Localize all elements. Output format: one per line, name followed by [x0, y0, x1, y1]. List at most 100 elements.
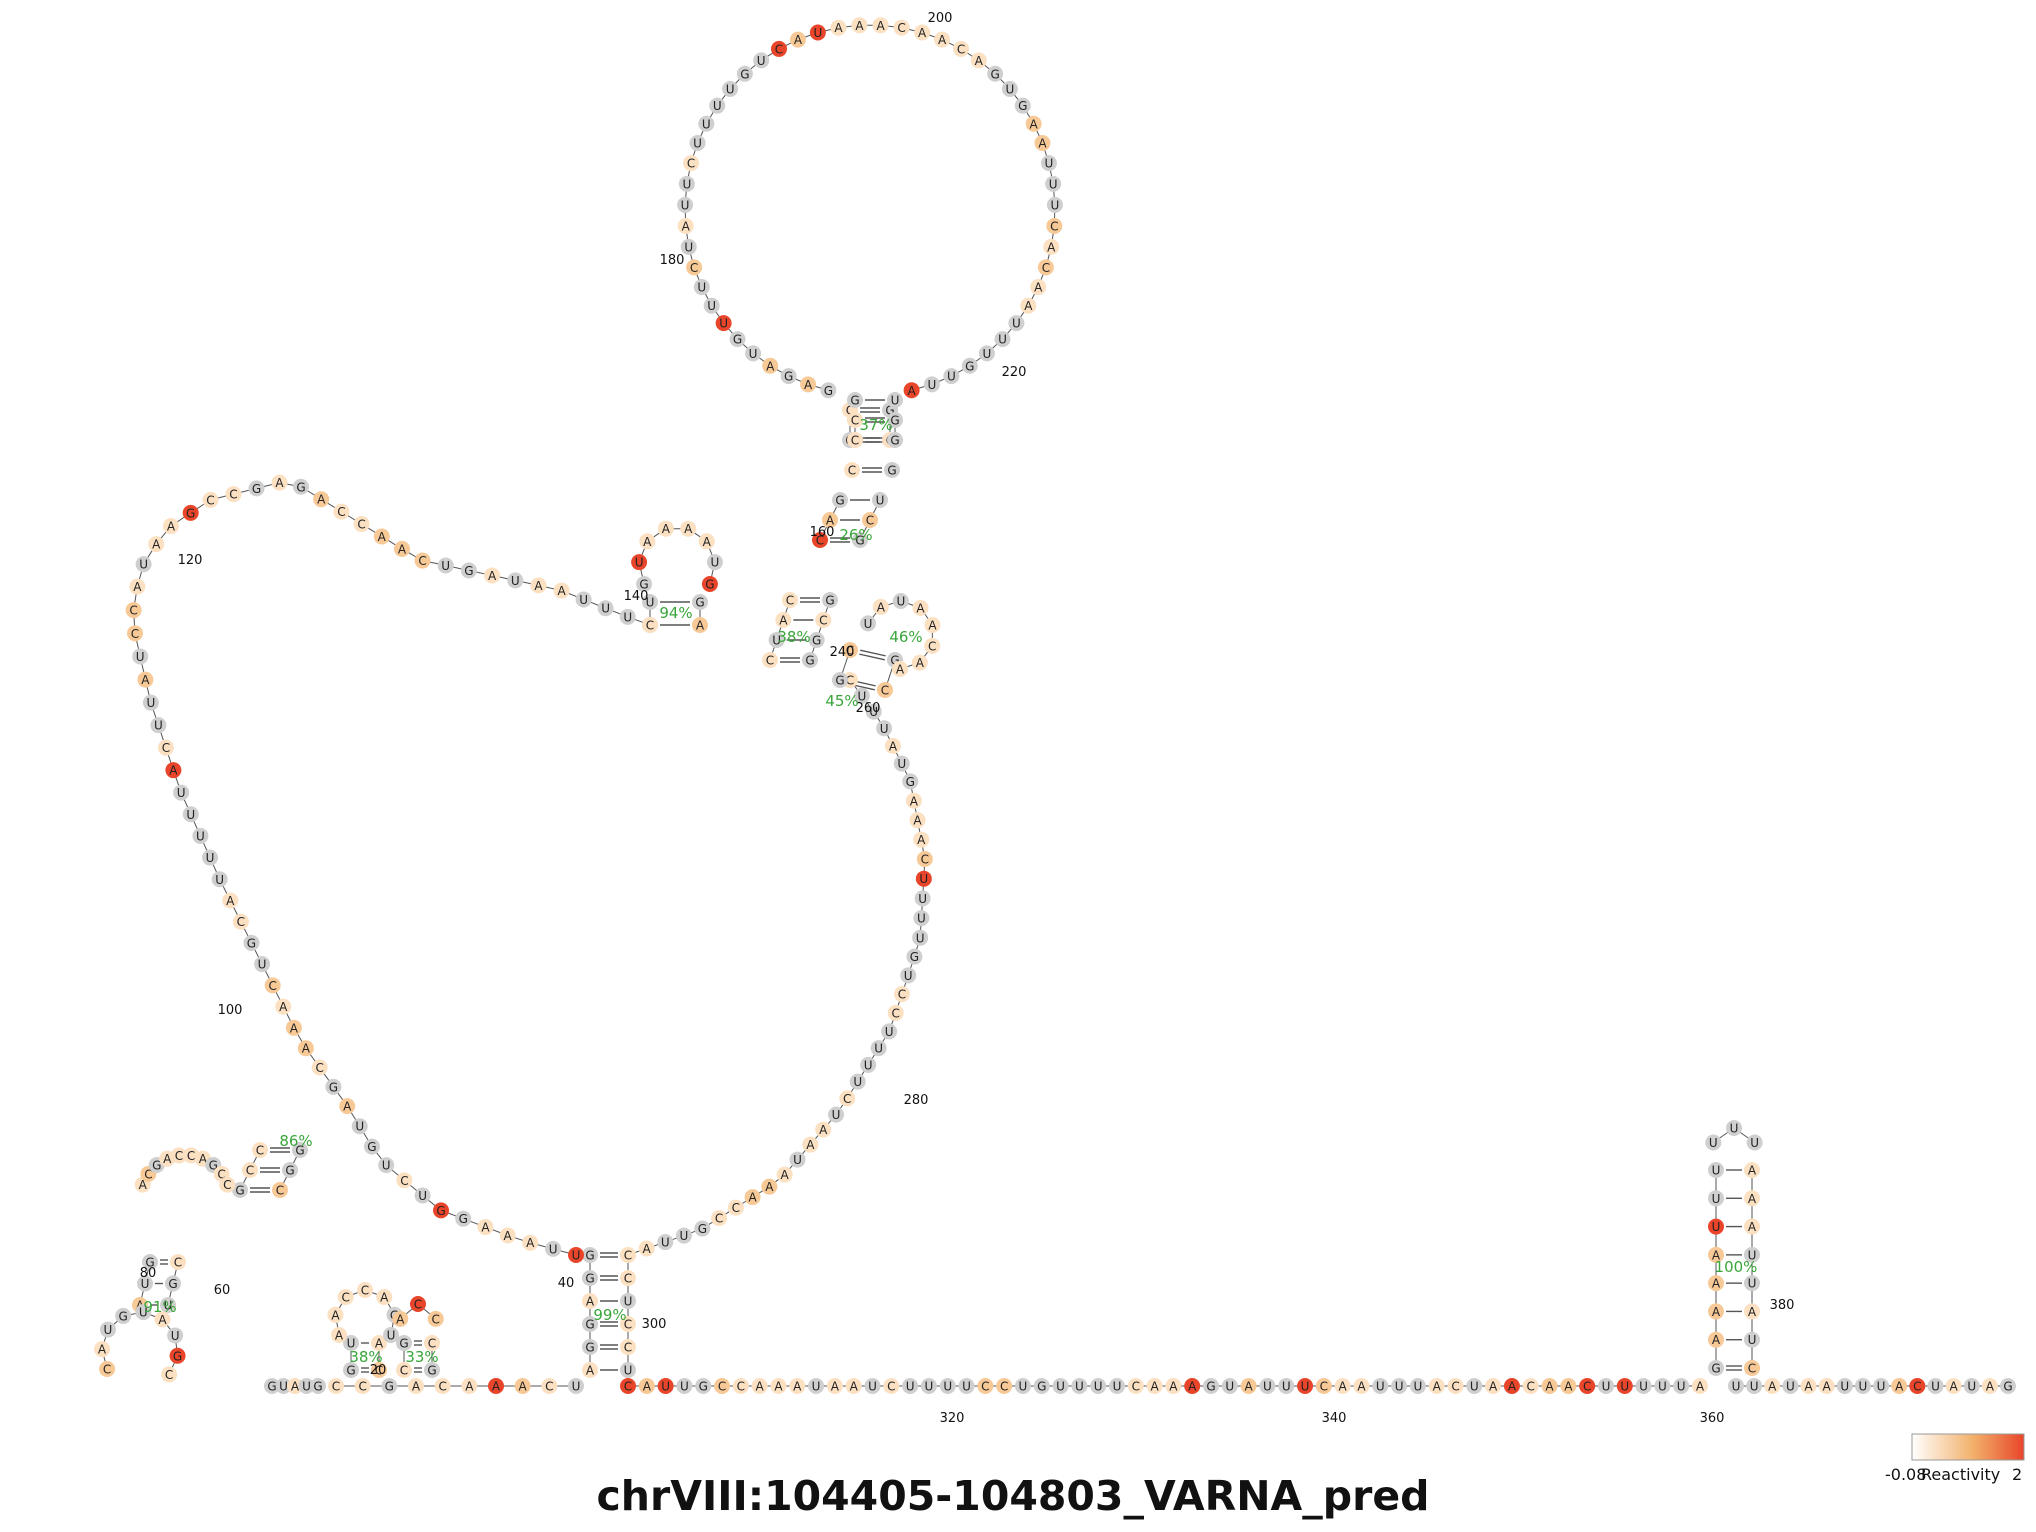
svg-text:U: U	[874, 1042, 883, 1056]
svg-text:A: A	[779, 614, 788, 628]
nucleotide: G	[847, 392, 863, 408]
svg-text:U: U	[164, 1299, 173, 1313]
nucleotide: C	[1447, 1378, 1464, 1394]
nucleotide: A	[639, 533, 656, 550]
nucleotide: U	[1963, 1378, 1980, 1394]
svg-text:C: C	[545, 1380, 553, 1394]
svg-text:U: U	[885, 1025, 894, 1039]
position-label: 60	[214, 1283, 231, 1298]
nucleotide: C	[844, 462, 860, 478]
nucleotide: A	[1334, 1378, 1351, 1394]
nucleotide: A	[845, 1378, 862, 1394]
svg-text:C: C	[400, 1174, 408, 1188]
nucleotide: G	[822, 592, 838, 608]
nucleotide: G	[182, 504, 199, 521]
nucleotide: A	[408, 1378, 424, 1394]
nucleotide: C	[887, 1004, 904, 1021]
nucleotide: C	[924, 637, 941, 654]
base-pair-bond	[859, 653, 885, 661]
nucleotide: A	[376, 1289, 393, 1306]
nucleotide: G	[832, 492, 848, 508]
svg-text:U: U	[868, 1380, 877, 1394]
nucleotide: G	[165, 1275, 181, 1292]
svg-text:A: A	[375, 1337, 384, 1351]
svg-text:A: A	[1564, 1380, 1573, 1394]
svg-text:C: C	[897, 21, 905, 35]
svg-text:U: U	[925, 1380, 934, 1394]
svg-text:G: G	[740, 67, 749, 81]
svg-text:A: A	[834, 21, 843, 35]
svg-text:A: A	[317, 493, 326, 507]
svg-text:A: A	[139, 1178, 148, 1192]
nucleotide: U	[698, 115, 715, 132]
nucleotide: A	[884, 737, 901, 754]
svg-text:U: U	[681, 198, 690, 212]
svg-text:G: G	[585, 1272, 594, 1286]
svg-text:A: A	[1047, 240, 1056, 254]
nucleotide: U	[382, 1327, 399, 1343]
svg-text:A: A	[643, 1380, 652, 1394]
svg-text:A: A	[481, 1221, 490, 1235]
nucleotide: C	[620, 1339, 636, 1355]
nucleotide: C	[434, 1378, 451, 1394]
nucleotide: U	[657, 1234, 674, 1251]
svg-text:A: A	[748, 1191, 757, 1205]
nucleotide: U	[1409, 1378, 1426, 1394]
svg-text:C: C	[361, 1284, 369, 1298]
nucleotide: C	[1127, 1378, 1144, 1394]
svg-text:C: C	[624, 1272, 632, 1286]
svg-text:C: C	[144, 1167, 152, 1181]
svg-text:U: U	[279, 1380, 288, 1394]
position-label: 340	[1322, 1411, 1347, 1426]
nucleotide: G	[1033, 1378, 1050, 1394]
nucleotide: U	[1090, 1378, 1107, 1394]
reactivity-legend: -0.08 Reactivity 2	[1885, 1433, 2025, 1484]
svg-text:A: A	[806, 1138, 815, 1152]
svg-text:U: U	[1056, 1380, 1065, 1394]
svg-text:A: A	[1949, 1380, 1958, 1394]
nucleotide: C	[157, 739, 174, 756]
svg-text:A: A	[1150, 1380, 1159, 1394]
svg-text:C: C	[881, 684, 889, 698]
nucleotide: U	[1259, 1378, 1276, 1394]
svg-text:C: C	[103, 1363, 111, 1377]
nucleotide: A	[912, 599, 929, 616]
svg-text:U: U	[139, 558, 148, 572]
svg-text:A: A	[889, 739, 898, 753]
nucleotide: U	[437, 557, 454, 574]
svg-text:A: A	[1768, 1380, 1777, 1394]
nucleotide: C	[396, 1362, 412, 1378]
legend-min-label: -0.08	[1885, 1465, 1926, 1484]
svg-text:C: C	[1451, 1380, 1459, 1394]
svg-text:G: G	[699, 1380, 708, 1394]
svg-text:A: A	[1169, 1380, 1178, 1394]
svg-text:G: G	[427, 1364, 436, 1378]
svg-text:G: G	[152, 1158, 161, 1172]
nucleotide: U	[173, 784, 190, 801]
nucleotide: A	[924, 616, 941, 633]
svg-text:U: U	[1019, 1380, 1028, 1394]
svg-text:G: G	[295, 1144, 304, 1158]
nucleotide: U	[892, 593, 909, 610]
nucleotide: A	[698, 533, 715, 550]
svg-text:G: G	[805, 654, 814, 668]
nucleotide: A	[830, 19, 847, 36]
svg-text:U: U	[1620, 1380, 1629, 1394]
svg-text:C: C	[819, 614, 827, 628]
nucleotide: A	[1034, 134, 1051, 151]
svg-text:U: U	[136, 650, 145, 664]
svg-text:A: A	[831, 1380, 840, 1394]
svg-text:U: U	[904, 969, 913, 983]
svg-text:G: G	[399, 1337, 408, 1351]
svg-text:U: U	[713, 99, 722, 113]
svg-text:G: G	[267, 1380, 276, 1394]
nucleotide: G	[694, 1220, 711, 1237]
svg-text:C: C	[816, 534, 824, 548]
nucleotide: A	[1744, 1218, 1760, 1235]
svg-text:G: G	[733, 333, 742, 347]
nucleotide: G	[695, 1378, 712, 1394]
svg-text:A: A	[492, 1380, 501, 1394]
nucleotide: U	[1001, 80, 1018, 97]
nucleotide: C	[812, 532, 828, 548]
svg-text:A: A	[586, 1295, 595, 1309]
